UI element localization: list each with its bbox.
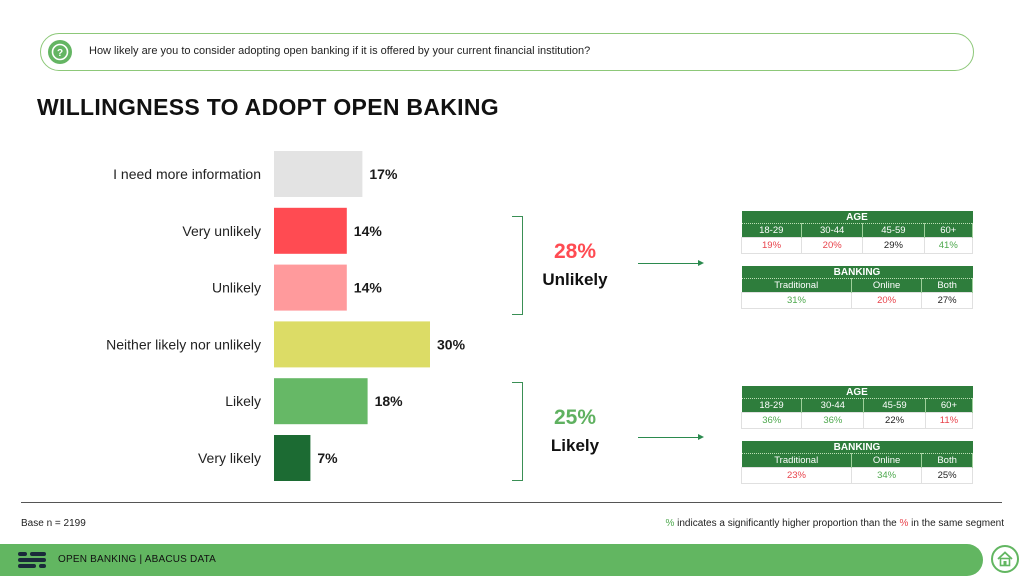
summary-label-likely: Likely <box>550 436 600 455</box>
note-red-pct: % <box>899 518 909 529</box>
value-label: 14% <box>354 223 383 239</box>
svg-text:?: ? <box>57 48 63 59</box>
home-button[interactable] <box>991 545 1019 573</box>
banking-val: 23% <box>741 467 852 484</box>
question-box: ? How likely are you to consider adoptin… <box>40 33 974 71</box>
value-label: 14% <box>354 280 383 296</box>
banking-val: 31% <box>741 292 852 309</box>
bracket-unlikely <box>512 216 523 315</box>
age-col: 18-29 <box>741 398 803 413</box>
age-header: AGE <box>741 211 973 224</box>
age-col: 45-59 <box>862 223 925 238</box>
banking-header: BANKING <box>741 441 973 454</box>
banking-col: Online <box>851 453 923 468</box>
age-col: 60+ <box>925 398 974 413</box>
note-text: indicates a significantly higher proport… <box>674 518 900 529</box>
age-col: 30-44 <box>801 223 864 238</box>
value-label: 30% <box>437 336 466 352</box>
bar <box>274 264 347 311</box>
banking-val: 25% <box>921 467 973 484</box>
banking-val: 27% <box>921 292 973 309</box>
chart-title: WILLINGNESS TO ADOPT OPEN BAKING <box>37 94 499 120</box>
summary-label-unlikely: Unlikely <box>542 270 608 289</box>
summary-pct-likely: 25% <box>553 406 597 429</box>
age-val: 20% <box>801 237 864 254</box>
value-label: 18% <box>375 393 404 409</box>
bar <box>274 151 363 197</box>
banking-val: 20% <box>850 292 923 309</box>
arrow-likely <box>638 434 704 440</box>
home-icon <box>997 551 1013 567</box>
age-val: 11% <box>924 412 974 429</box>
category-label: Neither likely nor unlikely <box>106 336 261 352</box>
base-size: Base n = 2199 <box>21 518 86 529</box>
category-label: Very likely <box>198 450 261 466</box>
bar <box>274 207 347 254</box>
bar <box>274 435 311 481</box>
age-val: 36% <box>740 412 803 429</box>
summary-pct-unlikely: 28% <box>553 240 597 263</box>
age-col: 18-29 <box>741 223 803 238</box>
bar <box>274 378 368 425</box>
banking-col: Traditional <box>741 278 852 293</box>
age-val: 29% <box>862 237 925 254</box>
age-col: 60+ <box>924 223 974 238</box>
age-table-likely: AGE 18-29 30-44 45-59 60+ 36% 36% 22% 11… <box>740 386 974 429</box>
age-table-unlikely: AGE 18-29 30-44 45-59 60+ 19% 20% 29% 41… <box>740 211 974 254</box>
significance-note: % indicates a significantly higher propo… <box>665 518 1004 529</box>
question-text: How likely are you to consider adopting … <box>89 45 591 57</box>
bracket-likely <box>512 382 523 481</box>
age-val: 36% <box>801 412 865 429</box>
bar <box>274 321 430 368</box>
age-header: AGE <box>741 386 973 399</box>
banking-col: Traditional <box>741 453 852 468</box>
abacus-logo-icon <box>18 552 46 568</box>
category-label: Very unlikely <box>182 223 261 239</box>
category-label: Unlikely <box>212 280 261 296</box>
banking-table-likely: BANKING Traditional Online Both 23% 34% … <box>741 441 973 484</box>
footer-bar: OPEN BANKING | ABACUS DATA <box>0 544 983 576</box>
note-green-pct: % <box>665 518 675 529</box>
value-label: 7% <box>317 450 338 466</box>
age-val: 22% <box>863 412 926 429</box>
banking-val: 34% <box>850 467 923 484</box>
bar-chart: I need more information 17% Very unlikely 1… <box>106 151 466 481</box>
footer-text: OPEN BANKING | ABACUS DATA <box>58 554 217 565</box>
age-col: 30-44 <box>801 398 865 413</box>
banking-col: Online <box>851 278 923 293</box>
question-icon: ? <box>48 40 72 64</box>
arrow-unlikely <box>638 260 704 266</box>
banking-col: Both <box>921 278 973 293</box>
age-val: 41% <box>923 237 974 254</box>
age-col: 45-59 <box>863 398 926 413</box>
banking-col: Both <box>921 453 973 468</box>
value-label: 17% <box>369 166 398 182</box>
banking-header: BANKING <box>741 266 973 279</box>
age-val: 19% <box>740 237 803 254</box>
category-label: I need more information <box>113 166 261 182</box>
category-label: Likely <box>225 393 261 409</box>
divider <box>21 502 1002 503</box>
note-text-end: in the same segment <box>908 518 1004 529</box>
banking-table-unlikely: BANKING Traditional Online Both 31% 20% … <box>741 266 973 309</box>
